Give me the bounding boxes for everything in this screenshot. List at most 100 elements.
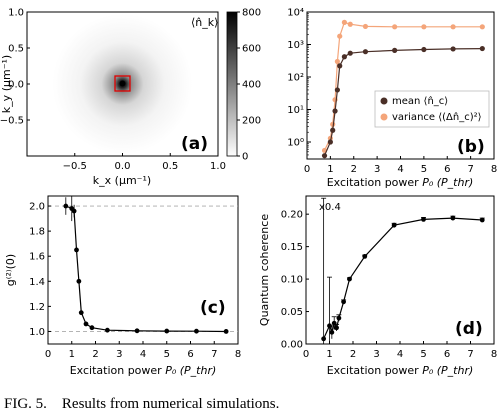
- panel-a-heatmap: (a) ⟨n̂_k⟩ −0.5 0.0 0.5 1.0 −0.5 0.0 0.5 1.0 k…: [0, 8, 261, 188]
- series-point: [362, 253, 368, 259]
- panel-c-label: (c): [200, 298, 226, 318]
- panel-c-g2-chart: 0 1 2 3 4 5 6 7 8 1.0 1.2 1.4 1.6 1.8 2.0 (c) g⁽²⁾(0)…: [4, 195, 241, 377]
- ytick-label: 1.8: [29, 227, 45, 238]
- ytick-label: 10¹: [287, 105, 304, 116]
- series-1-line: [323, 21, 483, 151]
- series-1-point: [337, 33, 343, 39]
- panel-d-xticks: 0 1 2 3 4 5 6 7 8: [303, 341, 497, 360]
- colorbar-tick-label: 600: [242, 44, 261, 55]
- series-0-point: [347, 50, 353, 56]
- series-0-point: [341, 54, 347, 60]
- xtick-label: 3: [373, 349, 379, 360]
- series-point: [223, 329, 229, 334]
- xtick-label: 2: [350, 349, 356, 360]
- panel-d-xlabel-symbol: P₀ (P_thr): [422, 364, 473, 377]
- series-1-point: [479, 24, 485, 30]
- panel-d-xlabel: Excitation power P₀ (P_thr): [327, 364, 474, 377]
- panel-d-label: (d): [455, 319, 483, 339]
- panel-b-label: (b): [457, 137, 485, 157]
- series-point: [327, 323, 332, 329]
- series-0-point: [332, 108, 338, 114]
- a-ytick-label: 1.0: [8, 8, 24, 19]
- legend-variance-marker: [380, 113, 388, 121]
- xtick-label: 8: [491, 349, 497, 360]
- heatmap-peak: [119, 80, 126, 87]
- caption-label: FIG. 5.: [4, 396, 47, 412]
- series-0-point: [421, 46, 427, 53]
- panel-c-xticks: 0 1 2 3 4 5 6 7 8: [45, 341, 241, 360]
- xtick-label: 0: [304, 164, 310, 175]
- panel-b-xlabel-text: Excitation power: [327, 176, 419, 189]
- series-point: [104, 327, 110, 333]
- series-point: [83, 321, 89, 327]
- a-ytick-label: 0.0: [8, 80, 24, 91]
- colorbar-tick-label: 800: [242, 8, 261, 19]
- xtick-label: 6: [444, 349, 450, 360]
- xtick-label: 4: [397, 349, 403, 360]
- ytick-label: 0.20: [281, 210, 303, 221]
- a-xtick-label: −0.5: [63, 161, 87, 172]
- panel-d-yticks: 0.00 0.05 0.10 0.15 0.20: [281, 210, 309, 351]
- figure: (a) ⟨n̂_k⟩ −0.5 0.0 0.5 1.0 −0.5 0.0 0.5 1.0 k…: [0, 8, 497, 378]
- xtick-label: 5: [421, 164, 427, 175]
- panel-c-xlabel-symbol: P₀ (P_thr): [165, 364, 216, 377]
- ytick-label: 1.2: [29, 302, 45, 313]
- series-point: [89, 325, 95, 331]
- legend-frame: [374, 90, 490, 128]
- ytick-label: 10⁰: [287, 138, 304, 149]
- caption-text: Results from numerical simulations.: [61, 396, 280, 412]
- colorbar-tick-label: 200: [242, 116, 261, 127]
- colorbar-ticks: 0 200 400 600 800: [237, 8, 261, 163]
- series-0-point: [450, 46, 456, 52]
- series-0-point: [330, 127, 336, 133]
- xtick-label: 3: [116, 349, 122, 360]
- a-xtick-label: 0.5: [162, 161, 178, 172]
- series-0-point: [327, 139, 333, 145]
- series-point: [78, 310, 84, 316]
- series-point: [336, 315, 342, 321]
- series-1-point: [450, 24, 456, 30]
- a-xtick-label: 0.0: [115, 161, 131, 172]
- series-1-point: [421, 24, 427, 30]
- ytick-label: 1.0: [29, 327, 45, 338]
- xtick-label: 1: [327, 164, 333, 175]
- xtick-label: 8: [491, 164, 497, 175]
- series-point: [341, 299, 346, 305]
- series-point: [479, 217, 485, 223]
- a-ytick-label: −0.5: [0, 116, 24, 127]
- colorbar: [226, 11, 238, 157]
- xtick-label: 1: [326, 349, 332, 360]
- series-point: [74, 247, 79, 253]
- panel-d-xlabel-text: Excitation power: [327, 364, 419, 377]
- colorbar-tick-label: 400: [242, 80, 261, 91]
- ytick-label: 10⁴: [287, 8, 304, 19]
- panel-c-series: [63, 196, 229, 334]
- ytick-label: 10³: [287, 40, 304, 51]
- xtick-label: 5: [164, 349, 170, 360]
- series-point: [450, 215, 456, 221]
- legend-variance-label: variance ⟨(Δn̂_c)²⟩: [392, 111, 482, 123]
- a-xtick-label: 1.0: [210, 161, 226, 172]
- ytick-label: 10²: [287, 73, 304, 84]
- series-0-point: [337, 63, 343, 69]
- series-point: [194, 328, 199, 334]
- series-point: [391, 222, 397, 228]
- series-0-point: [362, 49, 369, 55]
- series-0-point: [479, 45, 485, 52]
- figure-caption: FIG. 5. Results from numerical simulatio…: [4, 392, 496, 416]
- series-1-point: [341, 19, 347, 25]
- xtick-label: 4: [140, 349, 146, 360]
- xtick-label: 6: [187, 349, 193, 360]
- ytick-label: 1.4: [29, 277, 45, 288]
- panel-b-xlabel: Excitation power P₀ (P_thr): [327, 176, 474, 189]
- colorbar-tick-label: 0: [242, 152, 248, 163]
- series-point: [347, 276, 352, 282]
- series-1-point: [334, 58, 340, 65]
- panel-a-inset-label: ⟨n̂_k⟩: [191, 16, 218, 29]
- series-point: [334, 325, 339, 331]
- xtick-label: 2: [351, 164, 357, 175]
- panel-c-ylabel: g⁽²⁾(0): [4, 254, 17, 286]
- series-1-point: [347, 21, 353, 27]
- xtick-label: 5: [420, 349, 426, 360]
- panel-a-yticks: −0.5 0.0 0.5 1.0: [0, 8, 30, 127]
